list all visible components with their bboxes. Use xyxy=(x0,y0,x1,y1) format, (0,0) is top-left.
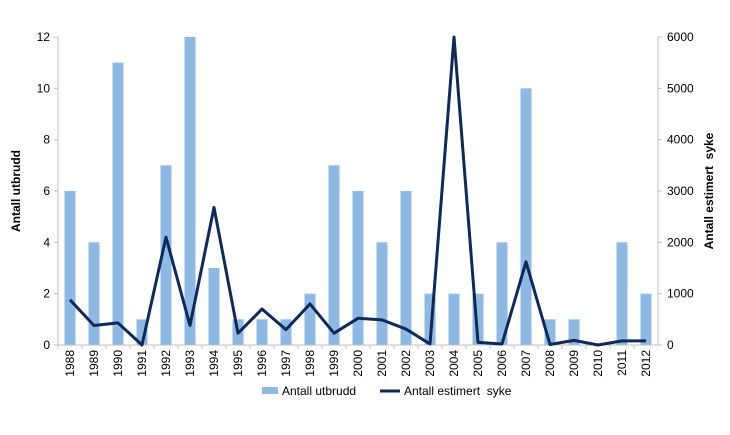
x-tick-label: 2005 xyxy=(471,350,485,377)
bar-2007 xyxy=(521,88,532,345)
x-tick-label: 2011 xyxy=(615,350,629,376)
y-tick-label: 4 xyxy=(43,235,50,249)
y2-tick-label: 6000 xyxy=(667,30,694,44)
y2-tick-label: 2000 xyxy=(667,235,694,249)
x-tick-label: 1996 xyxy=(255,350,269,377)
y2-tick-label: 4000 xyxy=(667,133,694,147)
bar-2012 xyxy=(641,294,652,345)
bar-1996 xyxy=(257,319,268,345)
y2-tick-label: 1000 xyxy=(667,287,694,301)
x-tick-label: 2007 xyxy=(519,350,533,377)
bar-1989 xyxy=(89,242,100,345)
x-tick-label: 1995 xyxy=(231,350,245,377)
y-tick-label: 0 xyxy=(43,338,50,352)
y2-tick-label: 0 xyxy=(667,338,674,352)
x-tick-label: 1999 xyxy=(327,350,341,377)
bar-1994 xyxy=(209,268,220,345)
x-tick-label: 2009 xyxy=(567,350,581,377)
bar-2001 xyxy=(377,242,388,345)
y-tick-label: 6 xyxy=(43,184,50,198)
x-tick-label: 2012 xyxy=(639,350,653,377)
x-tick-label: 2001 xyxy=(375,350,389,377)
x-tick-label: 1988 xyxy=(63,350,77,377)
x-tick-label: 1994 xyxy=(207,350,221,377)
bar-1993 xyxy=(185,37,196,345)
x-tick-label: 1992 xyxy=(159,350,173,377)
y2-axis-label: Antall estimert syke xyxy=(702,132,716,249)
bar-1990 xyxy=(113,63,124,345)
x-tick-label: 1993 xyxy=(183,350,197,377)
x-tick-label: 1991 xyxy=(135,350,149,377)
x-tick-label: 2003 xyxy=(423,350,437,377)
legend-label-line: Antall estimert syke xyxy=(404,384,512,398)
y-tick-label: 8 xyxy=(43,133,50,147)
bar-2004 xyxy=(449,294,460,345)
x-tick-label: 2006 xyxy=(495,350,509,377)
bar-1998 xyxy=(305,294,316,345)
x-tick-label: 2008 xyxy=(543,350,557,377)
x-tick-label: 2010 xyxy=(591,350,605,377)
y-tick-label: 10 xyxy=(37,81,51,95)
x-tick-label: 1998 xyxy=(303,350,317,377)
bar-1988 xyxy=(65,191,76,345)
y-axis-label: Antall utbrudd xyxy=(9,150,23,232)
legend: Antall utbrudd Antall estimert syke xyxy=(262,384,512,398)
bar-1999 xyxy=(329,165,340,345)
y2-tick-label: 5000 xyxy=(667,81,694,95)
x-tick-label: 1990 xyxy=(111,350,125,377)
y-tick-label: 12 xyxy=(37,30,51,44)
bar-2002 xyxy=(401,191,412,345)
legend-label-bar: Antall utbrudd xyxy=(282,384,356,398)
x-tick-label: 2000 xyxy=(351,350,365,377)
bar-1997 xyxy=(281,319,292,345)
x-tick-label: 1997 xyxy=(279,350,293,377)
x-tick-label: 2002 xyxy=(399,350,413,377)
x-tick-label: 1989 xyxy=(87,350,101,377)
bar-2011 xyxy=(617,242,628,345)
y2-tick-label: 3000 xyxy=(667,184,694,198)
x-tick-label: 2004 xyxy=(447,350,461,377)
legend-swatch-bar xyxy=(262,387,278,394)
y-tick-label: 2 xyxy=(43,287,50,301)
